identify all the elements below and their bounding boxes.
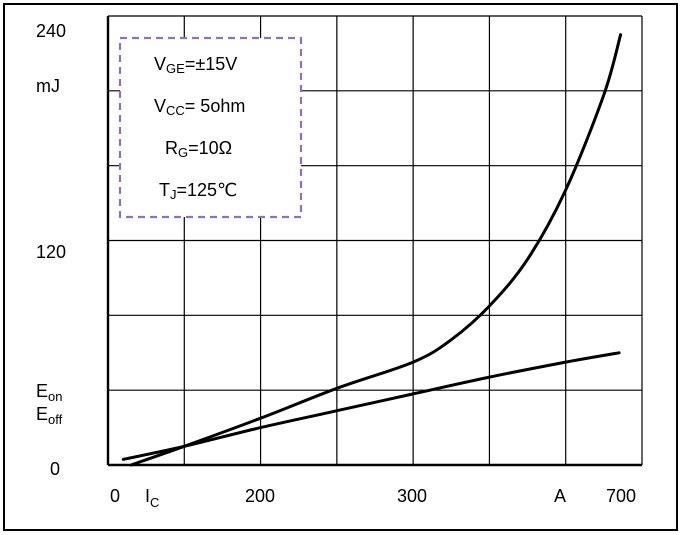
curve-series-1	[129, 33, 623, 467]
x-unit-label: A	[554, 486, 566, 506]
x-tick-0: 0	[110, 486, 120, 506]
grid	[106, 15, 643, 467]
y-tick-0: 0	[50, 459, 60, 479]
y-tick-120: 120	[36, 242, 66, 262]
eoff-label: Eoff	[36, 404, 63, 427]
condition-vge: VGE=±15V	[154, 54, 237, 76]
condition-rg: RG=10Ω	[165, 138, 232, 160]
conditions-box	[118, 36, 303, 219]
condition-vcc: VCC= 5ohm	[154, 96, 245, 118]
x-tick-200: 200	[245, 486, 275, 506]
x-tick-700: 700	[606, 486, 636, 506]
y-unit-label: mJ	[36, 76, 60, 96]
y-tick-240: 240	[36, 21, 66, 41]
eon-label: Eon	[36, 381, 62, 404]
x-symbol-ic: IC	[145, 486, 159, 510]
curve-series-2	[121, 351, 621, 461]
condition-tj: TJ=125℃	[159, 180, 237, 202]
x-tick-300: 300	[397, 486, 427, 506]
chart-frame	[3, 3, 678, 531]
curves	[121, 33, 623, 467]
